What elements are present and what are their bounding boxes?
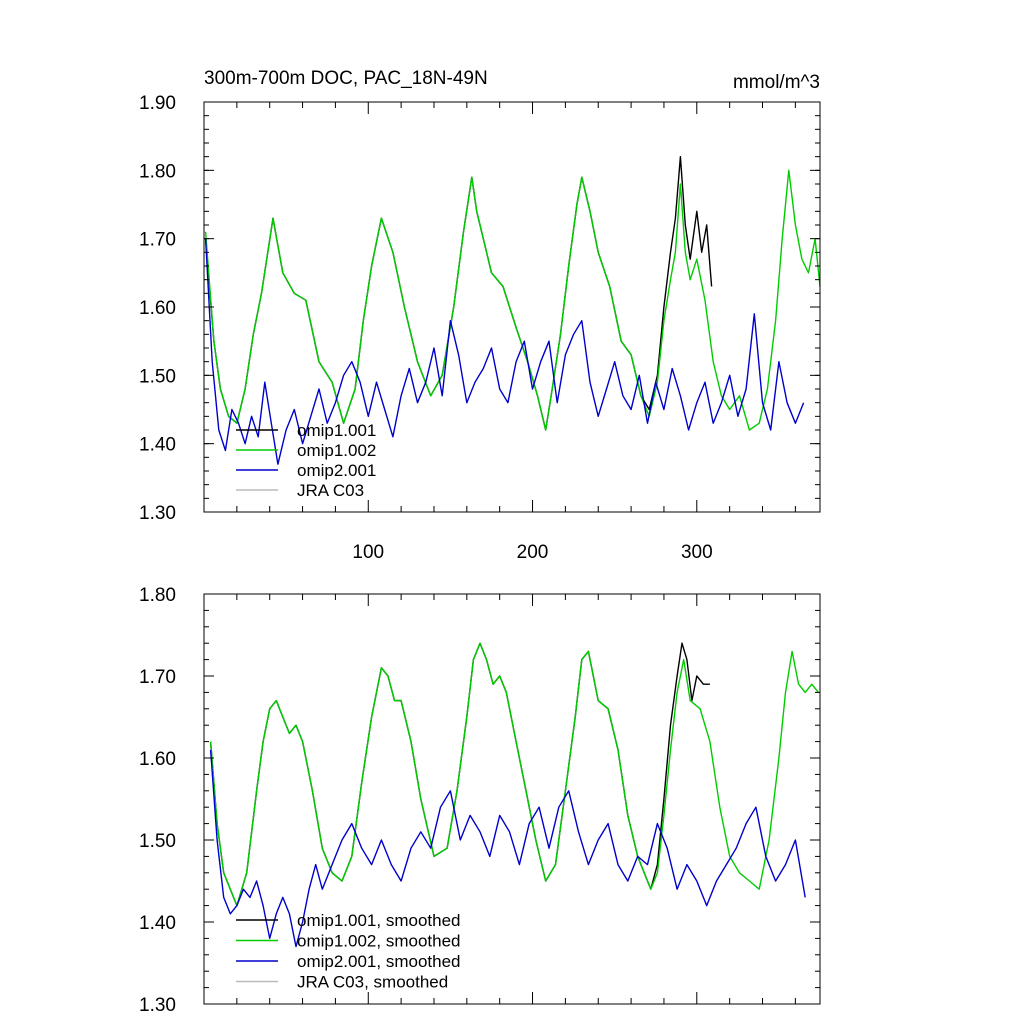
legend-label: JRA C03	[297, 481, 364, 500]
y-tick-label: 1.70	[139, 667, 176, 688]
top-series-group	[204, 155, 821, 465]
bottom-panel: 1.30 1.40 1.50 1.60 1.70 1.80 omip1.001, smoo…	[139, 585, 821, 1016]
y-tick-label: 1.80	[139, 585, 176, 606]
y-tick-label: 1.70	[139, 230, 176, 251]
top-axis-ticks: 1.30 1.40 1.50 1.60 1.70 1.80 1.90 100 200 300	[139, 93, 820, 563]
y-tick-label: 1.50	[139, 366, 176, 387]
legend-label: omip1.001, smoothed	[297, 911, 461, 930]
y-tick-label: 1.60	[139, 298, 176, 319]
x-tick-label: 300	[681, 542, 713, 563]
top-plot-frame	[203, 101, 821, 513]
legend-label: omip1.002, smoothed	[297, 932, 461, 951]
y-tick-label: 1.60	[139, 749, 176, 770]
y-tick-label: 1.80	[139, 161, 176, 182]
x-tick-label: 200	[517, 542, 549, 563]
legend-label: omip1.002	[297, 441, 376, 460]
y-tick-label: 1.30	[139, 995, 176, 1016]
x-tick-label: 100	[352, 542, 384, 563]
series-line-omip2-001	[204, 238, 805, 465]
legend-label: omip2.001	[297, 461, 376, 480]
bottom-axis-ticks: 1.30 1.40 1.50 1.60 1.70 1.80	[139, 585, 820, 1016]
y-tick-label: 1.40	[139, 435, 176, 456]
y-tick-label: 1.40	[139, 913, 176, 934]
legend-label: omip2.001, smoothed	[297, 952, 461, 971]
bottom-plot-frame	[203, 593, 821, 1005]
bottom-series-group	[209, 642, 819, 948]
y-tick-label: 1.50	[139, 831, 176, 852]
series-line-omip1-002-smoothed	[209, 642, 819, 907]
top-panel: 300m-700m DOC, PAC_18N-49N mmol/m^3 1.30…	[139, 68, 821, 563]
units-label: mmol/m^3	[733, 72, 820, 93]
series-line-omip1-002	[204, 169, 821, 431]
y-tick-label: 1.30	[139, 503, 176, 524]
chart-title: 300m-700m DOC, PAC_18N-49N	[204, 68, 488, 89]
y-tick-label: 1.90	[139, 93, 176, 114]
legend-label: omip1.001	[297, 421, 376, 440]
series-line-omip2-001-smoothed	[209, 749, 806, 948]
legend-label: JRA C03, smoothed	[297, 973, 448, 992]
series-line-omip1-001-smoothed	[209, 642, 710, 907]
bottom-legend: omip1.001, smoothed omip1.002, smoothedom…	[236, 911, 461, 992]
